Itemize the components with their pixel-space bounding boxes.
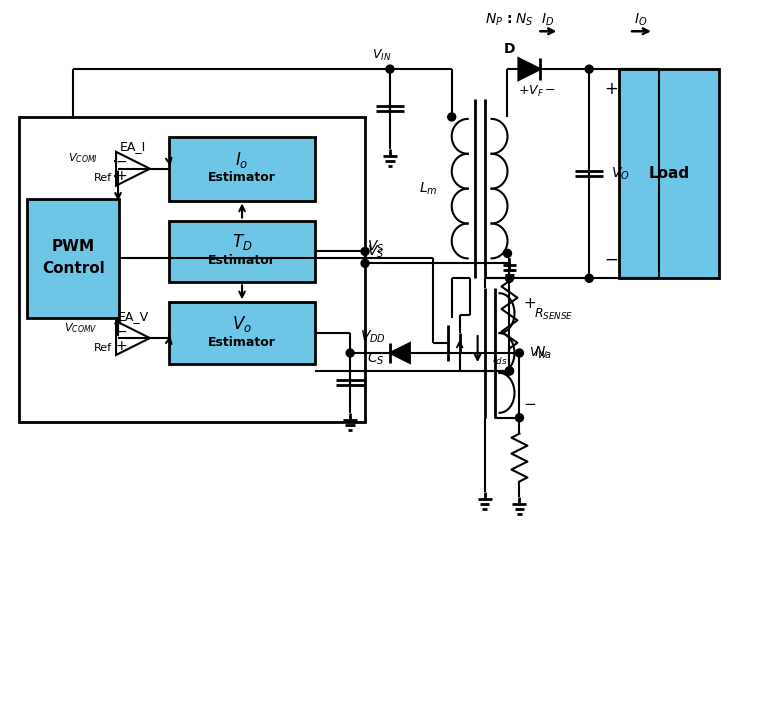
Text: $R_{SENSE}$: $R_{SENSE}$	[534, 307, 574, 322]
Text: EA_I: EA_I	[119, 140, 146, 153]
Bar	[20, 117, 365, 422]
Text: $V_{DD}$: $V_{DD}$	[360, 329, 386, 346]
Circle shape	[386, 65, 394, 73]
Text: Estimator: Estimator	[208, 254, 276, 267]
Text: Ref: Ref	[94, 343, 112, 353]
FancyBboxPatch shape	[169, 137, 315, 200]
Circle shape	[515, 413, 524, 422]
Text: $-$: $-$	[115, 154, 127, 169]
Text: +: +	[523, 296, 536, 311]
Text: $I_O$: $I_O$	[634, 11, 648, 28]
Text: $N_P$: $N_P$	[486, 11, 504, 28]
Text: $C_S$: $C_S$	[367, 350, 384, 367]
Text: D: D	[504, 42, 515, 56]
Text: Ref: Ref	[94, 173, 112, 183]
Text: PWM: PWM	[52, 239, 95, 254]
Text: $V_W$: $V_W$	[530, 346, 549, 360]
Text: $V_S$: $V_S$	[367, 238, 384, 255]
Text: Estimator: Estimator	[208, 336, 276, 348]
Circle shape	[361, 247, 369, 256]
Text: $I_D$: $I_D$	[541, 11, 554, 28]
Text: Control: Control	[42, 261, 104, 276]
Text: EA_V: EA_V	[117, 309, 148, 323]
Text: $+V_F-$: $+V_F-$	[518, 84, 556, 98]
Text: $V_S$: $V_S$	[367, 244, 384, 260]
Text: $V_O$: $V_O$	[611, 166, 630, 182]
Text: Estimator: Estimator	[208, 171, 276, 184]
Text: $-$: $-$	[115, 324, 127, 338]
Circle shape	[504, 249, 511, 258]
Text: $V_o$: $V_o$	[232, 314, 252, 334]
Polygon shape	[390, 343, 410, 363]
Text: $L_m$: $L_m$	[419, 181, 438, 197]
Circle shape	[515, 349, 524, 357]
Polygon shape	[518, 58, 540, 80]
Text: $I_{ds}$: $I_{ds}$	[492, 351, 507, 367]
Text: $V_{COMV}$: $V_{COMV}$	[65, 321, 98, 335]
Circle shape	[505, 367, 514, 375]
Circle shape	[447, 113, 456, 121]
Text: :: :	[507, 12, 512, 26]
Circle shape	[585, 274, 593, 282]
FancyBboxPatch shape	[169, 302, 315, 364]
Text: Load: Load	[648, 166, 689, 181]
Circle shape	[346, 349, 354, 357]
Circle shape	[361, 259, 369, 268]
Circle shape	[585, 65, 593, 73]
FancyBboxPatch shape	[619, 69, 718, 278]
Text: $V_{COMI}$: $V_{COMI}$	[68, 152, 98, 166]
Text: $N_a$: $N_a$	[534, 345, 552, 361]
FancyBboxPatch shape	[27, 199, 119, 318]
Text: $+$: $+$	[115, 338, 127, 353]
Text: +: +	[604, 80, 618, 98]
FancyBboxPatch shape	[169, 220, 315, 282]
Circle shape	[505, 274, 514, 282]
Text: $T_D$: $T_D$	[232, 232, 253, 253]
Text: $I_o$: $I_o$	[235, 150, 249, 170]
Text: $+$: $+$	[115, 169, 127, 183]
Text: $N_S$: $N_S$	[515, 11, 533, 28]
Circle shape	[505, 367, 514, 375]
Text: $-$: $-$	[604, 249, 618, 268]
Text: $V_{IN}$: $V_{IN}$	[372, 47, 392, 63]
Text: $-$: $-$	[523, 395, 536, 411]
